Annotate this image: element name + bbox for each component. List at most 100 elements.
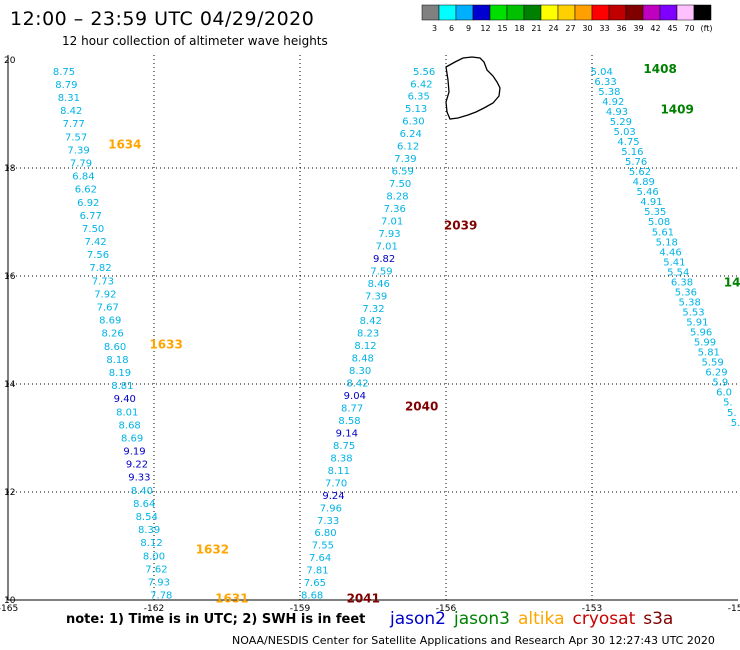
colorbar-label: 33 (599, 24, 609, 33)
wave-height-value: 8.42 (360, 316, 382, 327)
colorbar-label: 18 (514, 24, 524, 33)
wave-height-value: 7.93 (378, 229, 400, 240)
wave-height-value: 8.28 (386, 192, 408, 203)
wave-height-value: 8.39 (138, 525, 160, 536)
wave-height-value: 8.19 (109, 368, 131, 379)
wave-height-value: 8.69 (99, 316, 121, 327)
wave-height-value: 8.58 (338, 416, 360, 427)
pass-number-label: 1634 (108, 138, 141, 152)
wave-height-value: 5.96 (690, 328, 712, 339)
wave-height-value: 8.23 (357, 329, 379, 340)
wave-height-value: 7.39 (394, 154, 416, 165)
wave-height-value: 7.50 (389, 179, 411, 190)
colorbar-swatch (693, 4, 712, 21)
colorbar-label: 3 (432, 24, 437, 33)
wave-height-value: 9.19 (123, 447, 145, 458)
colorbar-swatch (523, 4, 542, 21)
wave-height-value: 9.22 (126, 460, 148, 471)
colorbar-label: 6 (449, 24, 454, 33)
wave-height-value: 8.26 (102, 329, 124, 340)
wave-height-value: 7.39 (67, 145, 89, 156)
wave-height-value: 7.42 (84, 237, 106, 248)
colorbar-swatch (591, 4, 610, 21)
wave-height-value: 8.42 (346, 379, 368, 390)
wave-height-value: 7.33 (317, 516, 339, 527)
lat-lon-grid (8, 55, 738, 600)
wave-height-value: 9.40 (114, 394, 136, 405)
wave-height-value: 7.70 (325, 478, 347, 489)
coastline-path (445, 56, 501, 120)
wave-height-value: 8.31 (58, 93, 80, 104)
wave-height-value: 5.81 (698, 348, 720, 359)
wave-height-value: 5.18 (656, 237, 678, 248)
wave-height-value: 7.67 (97, 303, 119, 314)
wave-height-value: 4.75 (617, 137, 639, 148)
wave-height-value: 5.04 (591, 67, 613, 78)
pass-number-label: 1633 (149, 338, 182, 352)
colorbar-label: 12 (480, 24, 490, 33)
colorbar-swatch (438, 4, 457, 21)
wave-height-value: 8.48 (352, 354, 374, 365)
pass-number-label: 1410 (724, 275, 740, 289)
y-tick-label: 14 (4, 380, 16, 390)
wave-height-value: 7.82 (89, 263, 111, 274)
wave-height-value: 5.99 (694, 338, 716, 349)
wave-height-value: 6.84 (72, 172, 94, 183)
colorbar-swatch (625, 4, 644, 21)
wave-height-value: 4.89 (633, 177, 655, 188)
colorbar-swatch (659, 4, 678, 21)
wave-height-value: 5.59 (701, 358, 723, 369)
wave-height-value: 6.30 (402, 117, 424, 128)
wave-height-value: 8.38 (330, 453, 352, 464)
wave-height-value: 8.60 (104, 342, 126, 353)
wave-height-value: 5.08 (648, 217, 670, 228)
colorbar-label: 24 (548, 24, 558, 33)
wave-height-value: 7.50 (82, 224, 104, 235)
wave-height-value: 7.55 (312, 541, 334, 552)
wave-height-value: 8.79 (55, 80, 77, 91)
axis-labels: -165 -162 -159 -156 -153 -150 20 18 16 14 12 10 (0, 56, 740, 614)
wave-height-value: 5. (731, 418, 740, 429)
wave-height-value: 7.39 (365, 291, 387, 302)
wave-height-value: 5.56 (413, 67, 435, 78)
x-tick-label: -150 (728, 604, 740, 614)
wave-height-value: 6.38 (671, 277, 693, 288)
colorbar-label: 27 (565, 24, 575, 33)
wave-height-value: 9.14 (336, 428, 358, 439)
wave-height-value: 5.76 (625, 157, 647, 168)
wave-height-value: 6.24 (400, 129, 422, 140)
wave-height-value: 6.42 (410, 79, 432, 90)
wave-height-value: 5.9 (712, 378, 728, 389)
wave-height-value: 8.68 (119, 420, 141, 431)
wave-height-value: 5.13 (405, 104, 427, 115)
wave-height-value: 6.92 (77, 198, 99, 209)
wave-height-value: 7.59 (370, 266, 392, 277)
colorbar-swatch (557, 4, 576, 21)
pass-number-label: 2041 (347, 591, 380, 605)
wave-height-value: 7.77 (63, 119, 85, 130)
colorbar-swatch (676, 4, 695, 21)
wave-height-value: 8.12 (354, 341, 376, 352)
wave-height-value: 7.78 (150, 591, 172, 602)
wave-height-value: 7.96 (320, 503, 342, 514)
wave-height-value: 7.32 (362, 304, 384, 315)
x-tick-label: -165 (0, 604, 18, 614)
wave-height-value: 8.11 (328, 466, 350, 477)
colorbar-swatch (455, 4, 474, 21)
wave-height-value: 6.62 (75, 185, 97, 196)
wave-height-value: 5.91 (686, 318, 708, 329)
color-scale-bar: 3 6 9 12 15 18 21 24 27 30 33 36 39 42 45 70 (ft) (421, 4, 713, 33)
colorbar-swatch (421, 4, 440, 21)
wave-height-value: 8.12 (140, 538, 162, 549)
wave-height-value: 5.46 (636, 187, 658, 198)
wave-height-value: 9.82 (373, 254, 395, 265)
wave-height-value: 8.42 (60, 106, 82, 117)
wave-height-value: 5.29 (610, 117, 632, 128)
wave-height-value: 5.38 (598, 87, 620, 98)
legend-s3a: s3a (643, 609, 674, 629)
colorbar-swatch (472, 4, 491, 21)
legend-cryosat: cryosat (572, 609, 636, 629)
wave-height-value: 7.92 (94, 289, 116, 300)
colorbar-label: 15 (497, 24, 507, 33)
colorbar-label: 39 (633, 24, 643, 33)
